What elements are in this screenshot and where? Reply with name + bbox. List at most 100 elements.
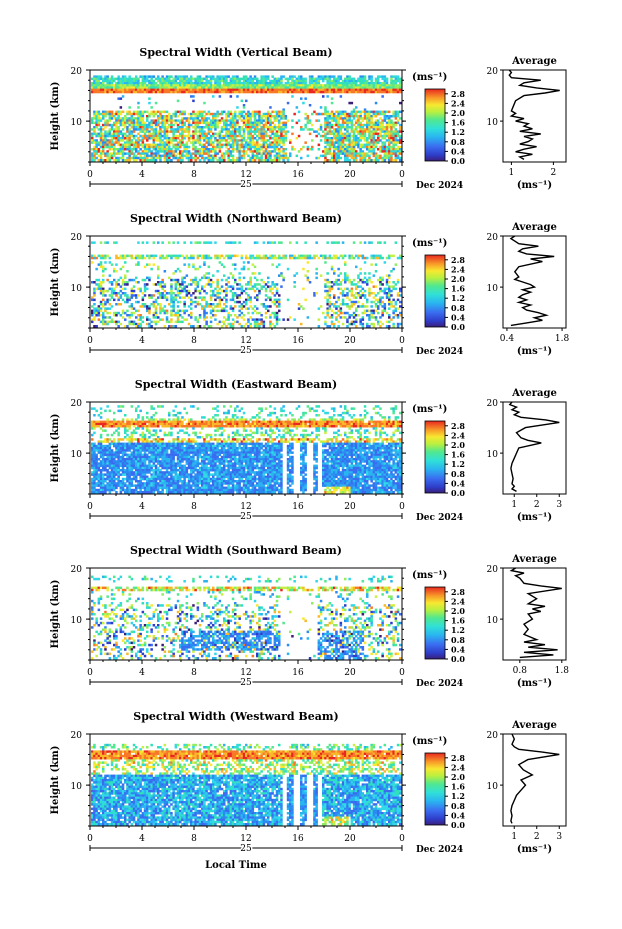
colorbar-tick-label: 2.8	[451, 753, 465, 763]
x-tick-label: 8	[191, 668, 197, 678]
colorbar-tick-label: 2.4	[451, 596, 465, 606]
day-label: 25	[240, 678, 252, 688]
colorbar-tick-label: 1.6	[451, 782, 465, 792]
colorbar-tick-label: 1.2	[451, 293, 465, 303]
colorbar-tick-label: 2.4	[451, 430, 465, 440]
colorbar-tick-label: 1.6	[451, 616, 465, 626]
average-profile-line	[509, 235, 555, 327]
average-profile-line	[509, 567, 562, 659]
colorbar	[424, 752, 446, 826]
panel-title: Spectral Width (Vertical Beam)	[139, 46, 332, 59]
x-tick-label: 16	[292, 502, 304, 512]
panel-title: Spectral Width (Westward Beam)	[133, 710, 338, 723]
colorbar-tick-label: 0.0	[451, 322, 465, 332]
y-tick-label: 10	[71, 284, 83, 294]
day-label: 25	[240, 180, 252, 190]
day-label: 25	[240, 346, 252, 356]
panel-0: Spectral Width (Vertical Beam)2010Height…	[50, 46, 567, 192]
average-y-tick-label: 20	[487, 399, 499, 409]
colorbar-unit: (ms⁻¹)	[412, 736, 447, 747]
average-y-tick-label: 10	[487, 782, 499, 792]
y-axis-label: Height (km)	[50, 248, 61, 317]
x-tick-label: 0	[399, 668, 405, 678]
x-tick-label: 12	[240, 834, 251, 844]
y-tick-label: 20	[71, 731, 83, 741]
x-tick-label: 4	[139, 668, 145, 678]
average-x-tick-label: 2	[534, 500, 540, 510]
x-tick-label: 12	[240, 336, 251, 346]
colorbar-tick-label: 1.2	[451, 625, 465, 635]
average-y-tick-label: 10	[487, 284, 499, 294]
colorbar-tick-label: 1.6	[451, 284, 465, 294]
x-tick-label: 8	[191, 336, 197, 346]
y-axis-label: Height (km)	[50, 580, 61, 649]
average-profile-line	[510, 733, 560, 824]
colorbar-tick-label: 0.0	[451, 156, 465, 166]
colorbar-unit: (ms⁻¹)	[412, 72, 447, 83]
x-tick-label: 0	[87, 170, 93, 180]
average-x-tick-label: 0.4	[500, 334, 515, 344]
x-tick-label: 20	[344, 170, 356, 180]
average-frame	[502, 733, 567, 827]
y-axis-label: Height (km)	[50, 746, 61, 815]
panel-3: Spectral Width (Southward Beam) 20 10 Heigh…	[50, 544, 569, 690]
x-tick-label: 16	[292, 336, 304, 346]
y-tick-label: 20	[71, 565, 83, 575]
x-tick-label: 0	[399, 502, 405, 512]
x-tick-label: 20	[344, 668, 356, 678]
colorbar-tick-label: 2.8	[451, 255, 465, 265]
x-tick-label: 12	[240, 668, 251, 678]
y-tick-label: 10	[71, 450, 83, 460]
y-tick-label: 20	[71, 233, 83, 243]
x-tick-label: 0	[399, 834, 405, 844]
x-tick-label: 0	[87, 502, 93, 512]
date-label: Dec 2024	[416, 181, 463, 191]
x-tick-label: 8	[191, 502, 197, 512]
colorbar-tick-label: 1.2	[451, 459, 465, 469]
x-tick-label: 4	[139, 170, 145, 180]
average-x-unit: (ms⁻¹)	[517, 346, 552, 357]
colorbar-tick-label: 2.4	[451, 762, 465, 772]
average-x-unit: (ms⁻¹)	[517, 180, 552, 191]
average-profile-line	[508, 69, 560, 161]
colorbar-tick-label: 0.0	[451, 654, 465, 664]
average-title: Average	[511, 388, 557, 399]
average-frame	[502, 567, 567, 661]
x-tick-label: 4	[139, 336, 145, 346]
heatmap-cells	[91, 575, 402, 660]
panel-4: Spectral Width (Westward Beam) 20 10 Height…	[50, 710, 567, 871]
average-y-tick-label: 10	[487, 616, 499, 626]
x-tick-label: 8	[191, 170, 197, 180]
colorbar-tick-label: 2.0	[451, 274, 465, 284]
x-tick-label: 0	[87, 336, 93, 346]
colorbar-tick-label: 0.8	[451, 801, 465, 811]
colorbar-tick-label: 2.0	[451, 772, 465, 782]
colorbar-tick-label: 2.0	[451, 440, 465, 450]
average-y-tick-label: 20	[487, 565, 499, 575]
x-axis-label: Local Time	[205, 860, 267, 871]
colorbar-tick-label: 0.8	[451, 469, 465, 479]
x-tick-label: 0	[87, 834, 93, 844]
colorbar-tick-label: 0.4	[451, 478, 465, 488]
x-tick-label: 12	[240, 502, 251, 512]
heatmap-cells	[91, 405, 402, 494]
average-x-tick-label: 3	[556, 832, 562, 842]
colorbar-tick-label: 1.6	[451, 450, 465, 460]
colorbar-unit: (ms⁻¹)	[412, 238, 447, 249]
date-label: Dec 2024	[416, 347, 463, 357]
x-tick-label: 20	[344, 834, 356, 844]
panel-title: Spectral Width (Eastward Beam)	[135, 378, 337, 391]
day-label: 25	[240, 844, 252, 854]
panel-1: Spectral Width (Northward Beam) 20 10 Heigh…	[50, 212, 569, 358]
colorbar-tick-label: 2.0	[451, 108, 465, 118]
x-tick-label: 0	[87, 668, 93, 678]
colorbar-tick-label: 0.4	[451, 810, 465, 820]
x-tick-label: 0	[399, 336, 405, 346]
colorbar-tick-label: 0.0	[451, 820, 465, 830]
colorbar-tick-label: 2.4	[451, 98, 465, 108]
x-tick-label: 20	[344, 336, 356, 346]
y-axis-label: Height (km)	[50, 414, 61, 483]
heatmap-cells	[91, 75, 402, 162]
average-x-unit: (ms⁻¹)	[517, 678, 552, 689]
